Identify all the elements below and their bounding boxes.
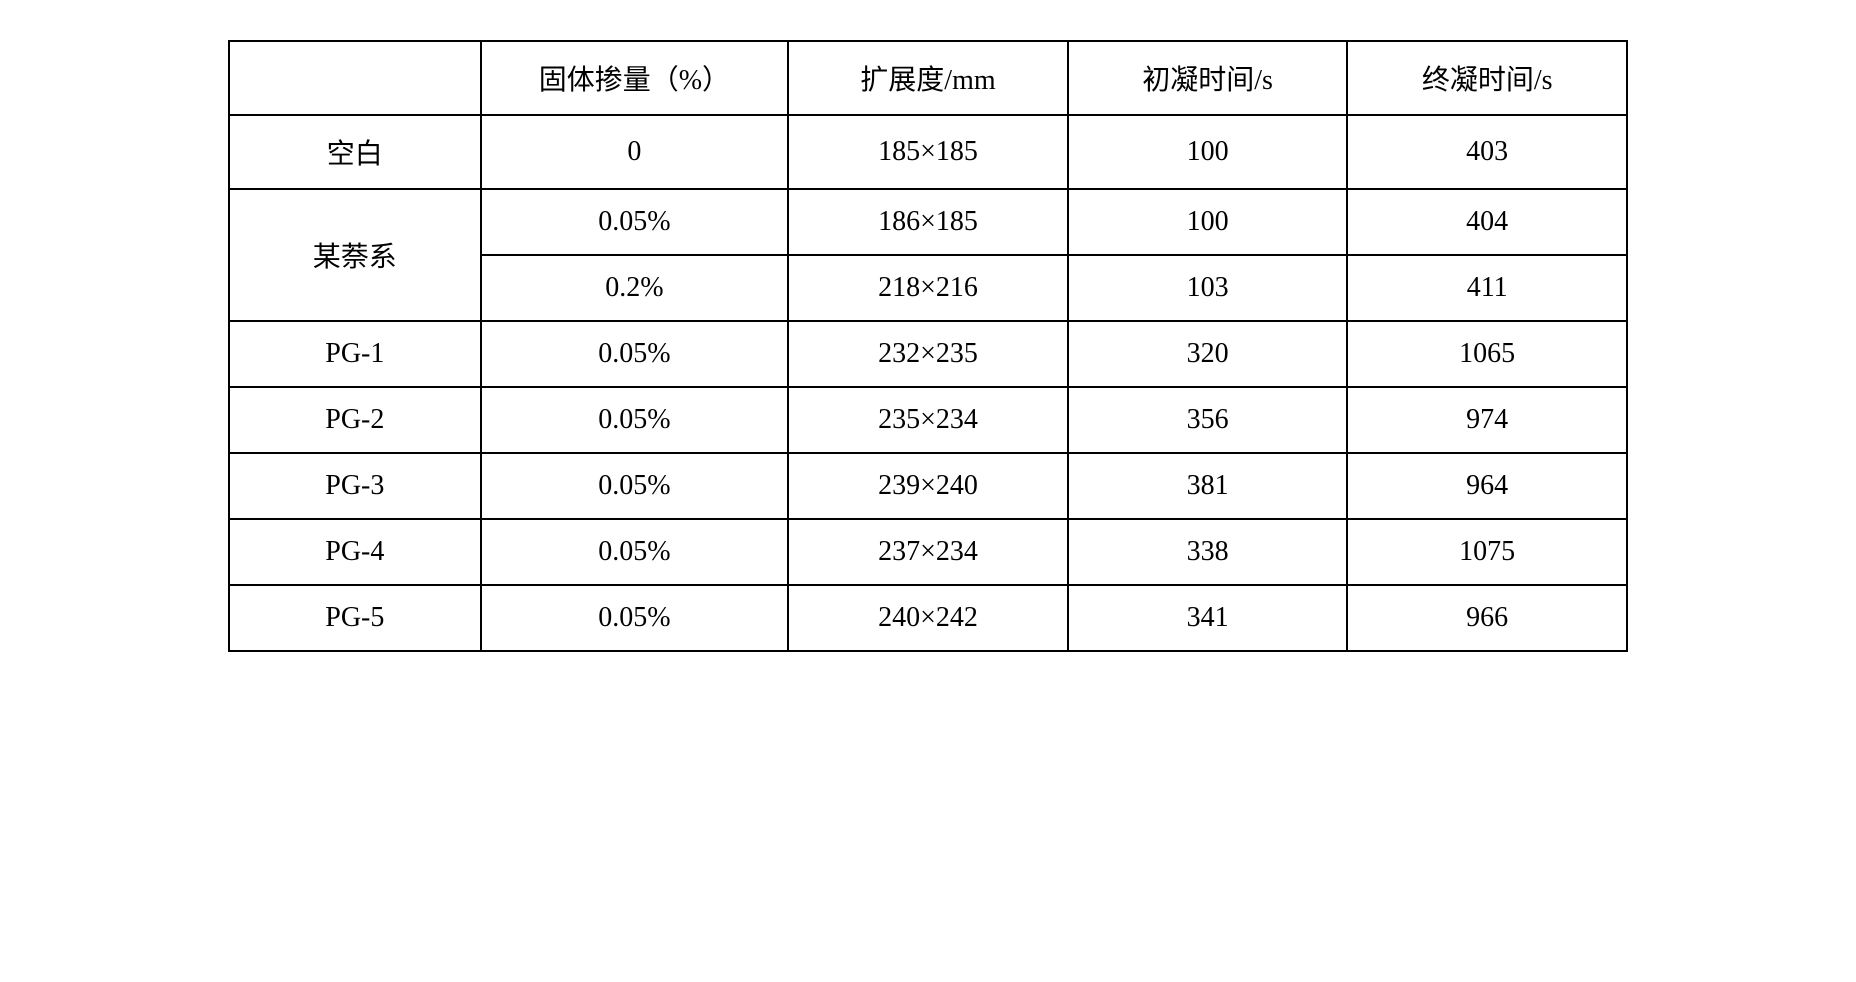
cell-label: PG-4 <box>229 519 481 585</box>
data-table-container: 固体掺量（%） 扩展度/mm 初凝时间/s 终凝时间/s 空白 0 185×18… <box>228 40 1628 652</box>
cell-spread: 240×242 <box>788 585 1068 651</box>
cell-final-setting: 966 <box>1347 585 1627 651</box>
cell-label: PG-1 <box>229 321 481 387</box>
cell-final-setting: 411 <box>1347 255 1627 321</box>
table-body: 空白 0 185×185 100 403 某萘系 0.05% 186×185 1… <box>229 115 1627 651</box>
cell-spread: 218×216 <box>788 255 1068 321</box>
cell-final-setting: 1075 <box>1347 519 1627 585</box>
cell-spread: 232×235 <box>788 321 1068 387</box>
cell-dose: 0.05% <box>481 585 789 651</box>
cell-dose: 0.05% <box>481 321 789 387</box>
cell-dose: 0 <box>481 115 789 189</box>
cell-dose: 0.05% <box>481 453 789 519</box>
cell-final-setting: 974 <box>1347 387 1627 453</box>
cell-initial-setting: 338 <box>1068 519 1348 585</box>
cell-initial-setting: 103 <box>1068 255 1348 321</box>
cell-label: PG-5 <box>229 585 481 651</box>
cell-spread: 235×234 <box>788 387 1068 453</box>
cell-label: PG-2 <box>229 387 481 453</box>
cell-initial-setting: 341 <box>1068 585 1348 651</box>
cell-spread: 237×234 <box>788 519 1068 585</box>
table-row: 空白 0 185×185 100 403 <box>229 115 1627 189</box>
cell-label: 某萘系 <box>229 189 481 321</box>
cell-initial-setting: 100 <box>1068 189 1348 255</box>
header-dose: 固体掺量（%） <box>481 41 789 115</box>
cell-spread: 185×185 <box>788 115 1068 189</box>
table-row: PG-5 0.05% 240×242 341 966 <box>229 585 1627 651</box>
cell-initial-setting: 100 <box>1068 115 1348 189</box>
cell-initial-setting: 356 <box>1068 387 1348 453</box>
cell-final-setting: 1065 <box>1347 321 1627 387</box>
table-row: PG-1 0.05% 232×235 320 1065 <box>229 321 1627 387</box>
cell-dose: 0.2% <box>481 255 789 321</box>
cell-label: 空白 <box>229 115 481 189</box>
cell-spread: 239×240 <box>788 453 1068 519</box>
cell-dose: 0.05% <box>481 189 789 255</box>
table-row: PG-3 0.05% 239×240 381 964 <box>229 453 1627 519</box>
table-header-row: 固体掺量（%） 扩展度/mm 初凝时间/s 终凝时间/s <box>229 41 1627 115</box>
cell-label: PG-3 <box>229 453 481 519</box>
cell-initial-setting: 320 <box>1068 321 1348 387</box>
cell-dose: 0.05% <box>481 387 789 453</box>
table-row: PG-2 0.05% 235×234 356 974 <box>229 387 1627 453</box>
cell-spread: 186×185 <box>788 189 1068 255</box>
cell-final-setting: 403 <box>1347 115 1627 189</box>
header-spread: 扩展度/mm <box>788 41 1068 115</box>
cell-initial-setting: 381 <box>1068 453 1348 519</box>
header-label <box>229 41 481 115</box>
table-row: PG-4 0.05% 237×234 338 1075 <box>229 519 1627 585</box>
cell-final-setting: 964 <box>1347 453 1627 519</box>
header-initial-setting: 初凝时间/s <box>1068 41 1348 115</box>
cell-final-setting: 404 <box>1347 189 1627 255</box>
table-row: 某萘系 0.05% 186×185 100 404 <box>229 189 1627 255</box>
data-table: 固体掺量（%） 扩展度/mm 初凝时间/s 终凝时间/s 空白 0 185×18… <box>228 40 1628 652</box>
header-final-setting: 终凝时间/s <box>1347 41 1627 115</box>
cell-dose: 0.05% <box>481 519 789 585</box>
